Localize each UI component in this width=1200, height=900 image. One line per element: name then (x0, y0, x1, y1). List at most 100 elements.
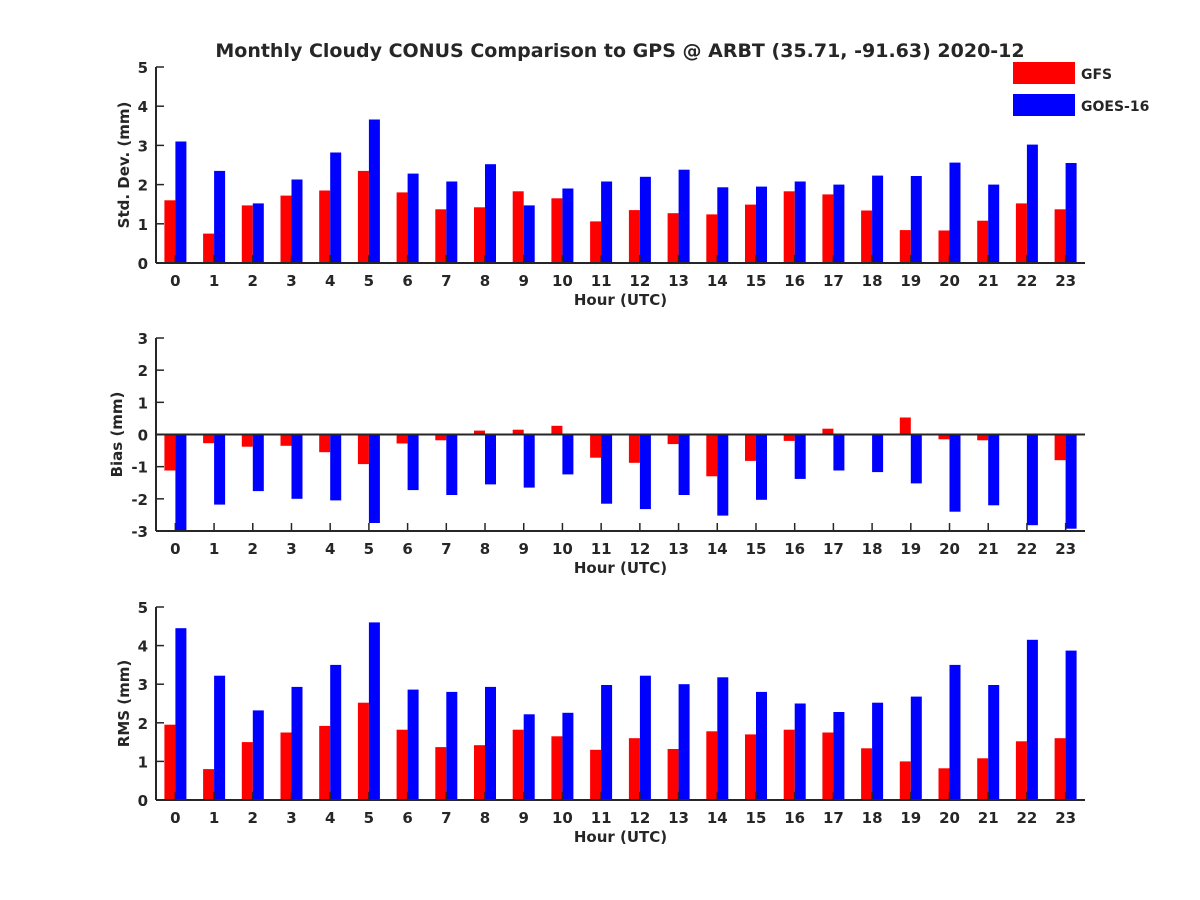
bias-bar-goes16-20 (949, 434, 961, 512)
rms-bar-gfs-17 (822, 732, 834, 800)
bias-x-tick-label: 21 (978, 540, 999, 558)
rms-bar-goes16-8 (485, 686, 496, 800)
rms-x-tick-label: 6 (402, 809, 412, 827)
std-dev-bar-goes16-4 (330, 152, 342, 263)
rms-y-tick-label: 0 (138, 792, 148, 810)
bias-bar-gfs-5 (357, 434, 369, 465)
rms-y-tick-label: 4 (138, 638, 148, 656)
std-dev-y-tick-label: 0 (138, 255, 148, 273)
bias-bar-gfs-8 (474, 430, 485, 435)
rms-bar-goes16-11 (601, 685, 613, 800)
std-dev-x-tick-label: 21 (978, 272, 999, 290)
std-dev-x-tick-label: 10 (552, 272, 573, 290)
rms-bar-goes16-20 (949, 664, 961, 800)
rms-bar-goes16-12 (639, 675, 651, 800)
rms-x-tick-label: 17 (823, 809, 844, 827)
rms-bar-goes16-14 (717, 677, 729, 800)
std-dev-bar-gfs-7 (435, 209, 447, 263)
legend-label-gfs: GFS (1081, 67, 1112, 83)
std-dev-x-tick-label: 12 (629, 272, 650, 290)
std-dev-x-tick-label: 6 (402, 272, 412, 290)
bias-bar-goes16-21 (988, 434, 1000, 506)
std-dev-bar-goes16-11 (601, 181, 613, 263)
rms-y-tick-label: 5 (138, 599, 148, 617)
rms-bar-goes16-7 (446, 691, 458, 800)
rms-x-tick-label: 7 (441, 809, 451, 827)
bias-bar-goes16-5 (368, 434, 380, 523)
std-dev-x-tick-label: 18 (862, 272, 883, 290)
rms-bar-gfs-16 (783, 729, 795, 800)
std-dev-bar-gfs-13 (667, 213, 679, 263)
bias-bar-gfs-12 (628, 434, 640, 463)
rms-x-axis-label: Hour (UTC) (574, 828, 667, 846)
std-dev-bar-gfs-16 (783, 191, 795, 263)
bias-bar-gfs-9 (512, 429, 524, 435)
rms-y-tick-label: 2 (138, 715, 148, 733)
bias-y-axis-label: Bias (mm) (108, 392, 126, 478)
rms-x-tick-label: 1 (209, 809, 219, 827)
std-dev-x-tick-label: 15 (746, 272, 767, 290)
rms-x-tick-label: 23 (1055, 809, 1076, 827)
bias-y-tick-label: -1 (131, 459, 148, 477)
bias-bar-gfs-16 (783, 434, 795, 441)
bias-bar-gfs-6 (396, 434, 408, 444)
bias-bar-gfs-11 (590, 434, 602, 458)
legend-swatch-gfs (1013, 62, 1075, 84)
std-dev-bar-gfs-1 (203, 233, 215, 263)
bias-y-tick-label: 3 (138, 330, 148, 348)
std-dev-bar-goes16-7 (446, 181, 458, 263)
std-dev-bar-gfs-12 (628, 210, 640, 263)
std-dev-bar-goes16-12 (639, 176, 651, 263)
rms-bar-gfs-23 (1054, 738, 1066, 800)
rms-bar-goes16-19 (910, 696, 922, 800)
std-dev-x-tick-label: 13 (668, 272, 689, 290)
bias-x-tick-label: 14 (707, 540, 728, 558)
rms-bar-gfs-3 (280, 732, 292, 800)
rms-x-tick-label: 3 (286, 809, 296, 827)
rms-x-tick-label: 12 (629, 809, 650, 827)
rms-bar-gfs-12 (628, 738, 640, 800)
bias-x-tick-label: 3 (286, 540, 296, 558)
bias-bar-goes16-14 (717, 434, 729, 516)
std-dev-bar-goes16-19 (910, 176, 922, 263)
rms-x-tick-label: 4 (325, 809, 335, 827)
std-dev-y-tick-label: 3 (138, 137, 148, 155)
bias-bar-gfs-15 (745, 434, 756, 461)
std-dev-x-tick-label: 0 (170, 272, 180, 290)
std-dev-bar-goes16-5 (368, 119, 380, 263)
bias-y-tick-label: 0 (138, 427, 148, 445)
bias-bar-goes16-22 (1026, 434, 1038, 526)
std-dev-bar-goes16-10 (562, 188, 574, 263)
bias-x-tick-label: 8 (480, 540, 490, 558)
bias-x-tick-label: 13 (668, 540, 689, 558)
bias-y-tick-label: -3 (131, 523, 148, 541)
bias-x-tick-label: 0 (170, 540, 180, 558)
rms-bar-gfs-4 (319, 725, 331, 800)
std-dev-y-axis-label: Std. Dev. (mm) (115, 102, 133, 229)
std-dev-bar-gfs-9 (512, 191, 524, 263)
std-dev-bar-goes16-0 (175, 141, 187, 263)
bias-x-tick-label: 18 (862, 540, 883, 558)
rms-bar-gfs-7 (435, 747, 447, 800)
rms-x-tick-label: 9 (519, 809, 529, 827)
std-dev-bar-gfs-21 (977, 220, 989, 263)
rms-bar-goes16-17 (833, 712, 845, 800)
bias-x-tick-label: 17 (823, 540, 844, 558)
std-dev-bar-goes16-21 (988, 184, 1000, 263)
bias-x-tick-label: 9 (519, 540, 529, 558)
bias-bar-goes16-13 (678, 434, 690, 495)
std-dev-bar-gfs-11 (590, 221, 602, 263)
rms-x-tick-label: 8 (480, 809, 490, 827)
rms-x-tick-label: 15 (746, 809, 767, 827)
bias-bar-goes16-16 (794, 434, 806, 479)
std-dev-bar-gfs-14 (706, 214, 718, 263)
std-dev-x-tick-label: 19 (900, 272, 921, 290)
rms-bar-gfs-1 (203, 769, 215, 800)
bias-bar-goes16-4 (330, 434, 342, 501)
std-dev-x-tick-label: 11 (591, 272, 612, 290)
bias-bar-goes16-15 (756, 434, 767, 500)
rms-x-tick-label: 5 (364, 809, 374, 827)
